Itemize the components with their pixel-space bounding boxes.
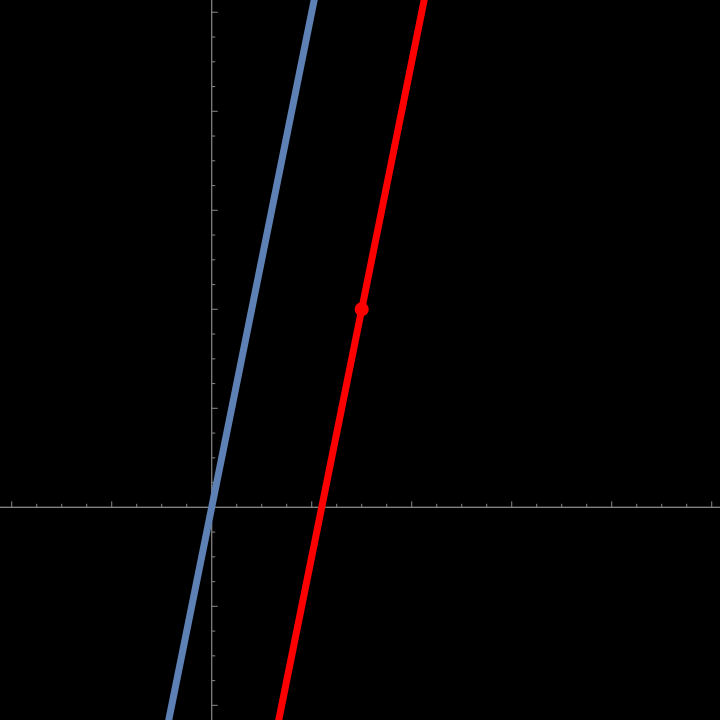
marked-point <box>354 302 369 317</box>
